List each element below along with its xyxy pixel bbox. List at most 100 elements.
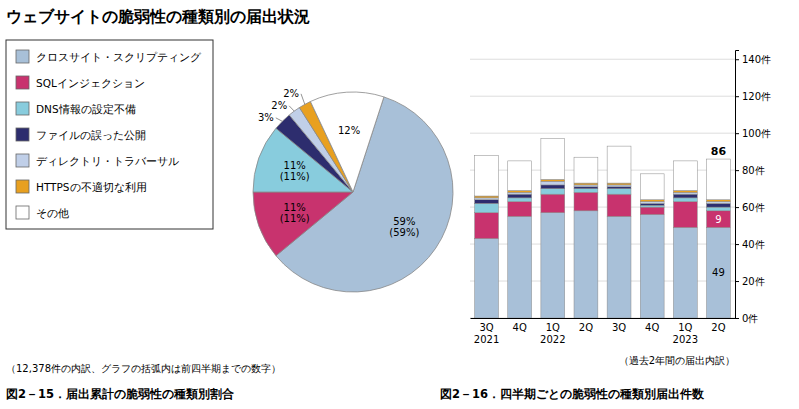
x-axis-note: （過去2年間の届出内訳） [619, 355, 735, 366]
pie-label: 12% [338, 125, 360, 136]
pie-label-line: 59% [393, 216, 415, 227]
pie-label-line: (11%) [280, 213, 310, 224]
x-tick-label: 3Q2021 [474, 322, 499, 345]
y-tick-label: 0件 [742, 313, 758, 324]
leader-line [289, 106, 294, 111]
y-tick: 120件 [735, 91, 771, 102]
x-tick-label-line: 2Q [711, 322, 725, 333]
y-tick-label: 80件 [742, 165, 765, 176]
x-tick-label-line: 4Q [645, 322, 659, 333]
y-tick: 100件 [735, 128, 771, 139]
bar-segment [607, 216, 631, 318]
legend-swatch [16, 50, 29, 63]
y-tick-mark [735, 133, 739, 134]
legend-label: ディレクトリ・トラバーサル [36, 155, 179, 167]
pie-slice [310, 92, 383, 192]
bar-segment [475, 198, 499, 200]
bar-segment [475, 196, 499, 198]
bar-segment [640, 205, 664, 207]
pie-label-line: 3% [258, 112, 274, 123]
pie-label-line: 2% [283, 88, 299, 99]
x-tick-label: 4Q [513, 322, 527, 333]
bar-segment [640, 202, 664, 204]
y-tick-mark [735, 59, 739, 60]
grid-line [470, 59, 735, 60]
bar-segment [673, 227, 697, 318]
x-tick: 1Q2023 [673, 322, 698, 345]
legend-item: DNS情報の設定不備 [16, 102, 136, 115]
bar-segment [541, 189, 565, 195]
x-tick-label: 1Q2023 [673, 322, 698, 345]
y-tick: 20件 [735, 276, 765, 287]
bar-segment [475, 200, 499, 204]
x-tick: 3Q [612, 322, 626, 333]
segment-label: 9 [715, 214, 721, 225]
bar-segment [607, 187, 631, 189]
pie-label-line: 2% [271, 100, 287, 111]
y-tick-mark [735, 170, 739, 171]
leader-line [301, 94, 305, 105]
bar-segment [541, 185, 565, 189]
bar-segment [574, 183, 598, 185]
bar-segment [508, 198, 532, 202]
x-tick-label-line: 1Q [678, 322, 692, 333]
bar-segment [707, 211, 731, 228]
x-axis: 3Q20214Q1Q20222Q3Q4Q1Q20232Q [471, 319, 736, 345]
pie-label: 59%(59%) [389, 216, 419, 238]
legend-item: SQLインジェクション [16, 76, 145, 89]
bar-segment [574, 185, 598, 187]
y-tick: 60件 [735, 202, 765, 213]
bar-segment [707, 203, 731, 207]
bar-segment [475, 213, 499, 239]
bar-segment [607, 194, 631, 216]
legend-item: HTTPSの不適切な利用 [16, 180, 147, 193]
legend-item: その他 [16, 206, 69, 219]
bar-segment [707, 200, 731, 202]
legend-item: クロスサイト・スクリプティング [16, 50, 202, 63]
x-tick-label-line: 2Q [579, 322, 593, 333]
total-label: 86 [711, 145, 727, 158]
y-tick-mark [735, 244, 739, 245]
bar-segment [574, 192, 598, 210]
bar-segment [508, 202, 532, 217]
legend-label: クロスサイト・スクリプティング [36, 51, 202, 63]
legend-label: SQLインジェクション [36, 77, 145, 89]
x-tick-label-line: 2022 [540, 334, 565, 345]
grid [470, 59, 735, 318]
legend-label: DNS情報の設定不備 [36, 103, 136, 115]
pie-slice [253, 192, 353, 256]
y-tick-label: 140件 [742, 54, 771, 65]
x-tick: 2Q [579, 322, 593, 333]
y-tick-label: 120件 [742, 91, 771, 102]
bar-segment [475, 203, 499, 212]
chart-title: ウェブサイトの脆弱性の種類別の届出状況 [6, 7, 310, 26]
pie-label-line: 12% [338, 125, 360, 136]
bar-segment [508, 161, 532, 191]
bar-segment [673, 192, 697, 194]
x-tick-label-line: 2021 [474, 334, 499, 345]
pie-title: 図2－15．届出累計の脆弱性の種類別割合 [6, 387, 234, 401]
pie-label: 2% [283, 88, 299, 99]
legend-box [6, 40, 213, 229]
x-axis-line [471, 318, 736, 319]
bar-segment [541, 139, 565, 180]
bar-segment [673, 198, 697, 202]
legend-item: ファイルの誤った公開 [16, 128, 146, 141]
bar-segment [707, 202, 731, 204]
x-tick-label-line: 4Q [513, 322, 527, 333]
bar-segment [574, 187, 598, 189]
x-tick-label: 1Q2022 [540, 322, 565, 345]
bar-segment [607, 189, 631, 195]
pie-subtitle: （12,378件の内訳、グラフの括弧内は前四半期までの数字） [6, 363, 281, 374]
bar-segment [574, 211, 598, 318]
pie: 59%(59%)11%(11%)11%(11%)12%2%2%3% [253, 88, 453, 292]
legend-swatch [16, 154, 29, 167]
x-tick: 4Q [645, 322, 659, 333]
bar-segment [607, 183, 631, 185]
y-tick-label: 60件 [742, 202, 765, 213]
bar-segment [640, 214, 664, 318]
x-tick-label: 3Q [612, 322, 626, 333]
legend: クロスサイト・スクリプティング SQLインジェクション DNS情報の設定不備ファイル… [6, 40, 213, 229]
bar-segment [508, 192, 532, 194]
bar-segment [640, 174, 664, 200]
